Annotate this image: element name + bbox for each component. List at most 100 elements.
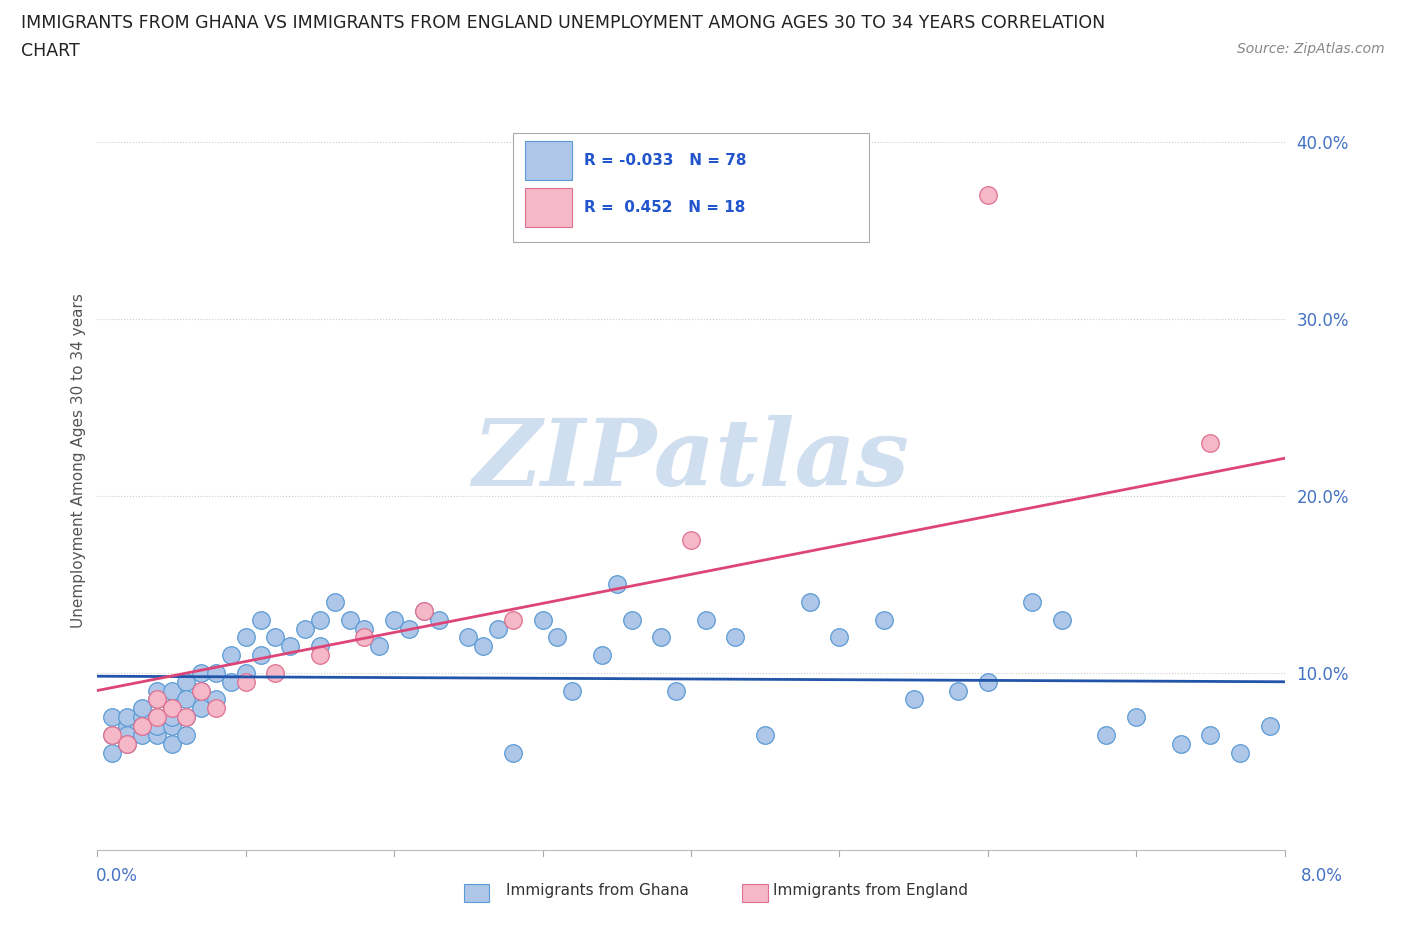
Point bbox=[650, 630, 672, 644]
Point bbox=[176, 710, 198, 724]
Point bbox=[1258, 719, 1281, 734]
Point bbox=[205, 692, 228, 707]
FancyBboxPatch shape bbox=[513, 133, 869, 242]
Point bbox=[160, 701, 183, 716]
Point bbox=[977, 187, 1000, 202]
Point bbox=[679, 533, 702, 548]
Point bbox=[131, 727, 153, 742]
Point bbox=[531, 612, 554, 627]
Point bbox=[190, 684, 212, 698]
Point bbox=[176, 710, 198, 724]
Point bbox=[190, 701, 212, 716]
Point bbox=[145, 692, 167, 707]
Point bbox=[235, 630, 257, 644]
Point bbox=[205, 665, 228, 680]
Point bbox=[561, 684, 583, 698]
Y-axis label: Unemployment Among Ages 30 to 34 years: Unemployment Among Ages 30 to 34 years bbox=[72, 293, 86, 628]
Text: ZIPatlas: ZIPatlas bbox=[472, 416, 910, 505]
Point bbox=[160, 710, 183, 724]
Point bbox=[294, 621, 316, 636]
Point bbox=[264, 665, 287, 680]
Point bbox=[145, 710, 167, 724]
Point bbox=[190, 684, 212, 698]
Point bbox=[160, 719, 183, 734]
Point bbox=[235, 674, 257, 689]
Point bbox=[115, 719, 138, 734]
Point bbox=[176, 692, 198, 707]
Point bbox=[427, 612, 450, 627]
Point bbox=[323, 594, 346, 609]
Point bbox=[457, 630, 479, 644]
Point bbox=[486, 621, 509, 636]
Point bbox=[695, 612, 717, 627]
Point bbox=[145, 727, 167, 742]
Text: Source: ZipAtlas.com: Source: ZipAtlas.com bbox=[1237, 42, 1385, 56]
Point bbox=[754, 727, 776, 742]
Point bbox=[101, 727, 124, 742]
Point bbox=[101, 710, 124, 724]
Point bbox=[412, 604, 434, 618]
Point bbox=[339, 612, 361, 627]
Point bbox=[115, 737, 138, 751]
Point bbox=[160, 701, 183, 716]
Point bbox=[591, 647, 613, 662]
Text: IMMIGRANTS FROM GHANA VS IMMIGRANTS FROM ENGLAND UNEMPLOYMENT AMONG AGES 30 TO 3: IMMIGRANTS FROM GHANA VS IMMIGRANTS FROM… bbox=[21, 14, 1105, 32]
Point bbox=[1050, 612, 1073, 627]
Point bbox=[190, 665, 212, 680]
Point bbox=[1125, 710, 1147, 724]
Point bbox=[219, 674, 242, 689]
Point bbox=[160, 737, 183, 751]
Point bbox=[353, 621, 375, 636]
Point bbox=[1021, 594, 1043, 609]
Point bbox=[873, 612, 896, 627]
Point bbox=[398, 621, 420, 636]
Point bbox=[502, 745, 524, 760]
Point bbox=[249, 647, 271, 662]
Point bbox=[205, 701, 228, 716]
Point bbox=[1170, 737, 1192, 751]
Point bbox=[977, 674, 1000, 689]
Bar bbox=[524, 188, 572, 227]
Point bbox=[176, 674, 198, 689]
Text: 8.0%: 8.0% bbox=[1301, 867, 1343, 884]
Point bbox=[1229, 745, 1251, 760]
Point bbox=[235, 665, 257, 680]
Point bbox=[145, 692, 167, 707]
Bar bbox=[524, 141, 572, 179]
Point bbox=[606, 577, 628, 591]
Point bbox=[546, 630, 568, 644]
Point bbox=[799, 594, 821, 609]
Point bbox=[903, 692, 925, 707]
Point bbox=[101, 745, 124, 760]
Point bbox=[219, 647, 242, 662]
Text: CHART: CHART bbox=[21, 42, 80, 60]
Point bbox=[620, 612, 643, 627]
Point bbox=[472, 639, 495, 654]
Point bbox=[368, 639, 391, 654]
Point bbox=[412, 604, 434, 618]
Point bbox=[946, 684, 969, 698]
Point bbox=[115, 727, 138, 742]
Point bbox=[145, 719, 167, 734]
Point bbox=[309, 639, 332, 654]
Point bbox=[309, 647, 332, 662]
Point bbox=[1199, 727, 1222, 742]
Point bbox=[176, 727, 198, 742]
Point bbox=[115, 710, 138, 724]
Text: 0.0%: 0.0% bbox=[96, 867, 138, 884]
Text: R = -0.033   N = 78: R = -0.033 N = 78 bbox=[583, 153, 747, 168]
Point bbox=[145, 710, 167, 724]
Point bbox=[665, 684, 688, 698]
Point bbox=[353, 630, 375, 644]
Point bbox=[249, 612, 271, 627]
Point bbox=[101, 727, 124, 742]
Point bbox=[131, 719, 153, 734]
Point bbox=[724, 630, 747, 644]
Point bbox=[502, 612, 524, 627]
Point bbox=[1095, 727, 1118, 742]
Point bbox=[278, 639, 301, 654]
Text: R =  0.452   N = 18: R = 0.452 N = 18 bbox=[583, 200, 745, 215]
Point bbox=[115, 737, 138, 751]
Point bbox=[160, 684, 183, 698]
Point bbox=[131, 710, 153, 724]
